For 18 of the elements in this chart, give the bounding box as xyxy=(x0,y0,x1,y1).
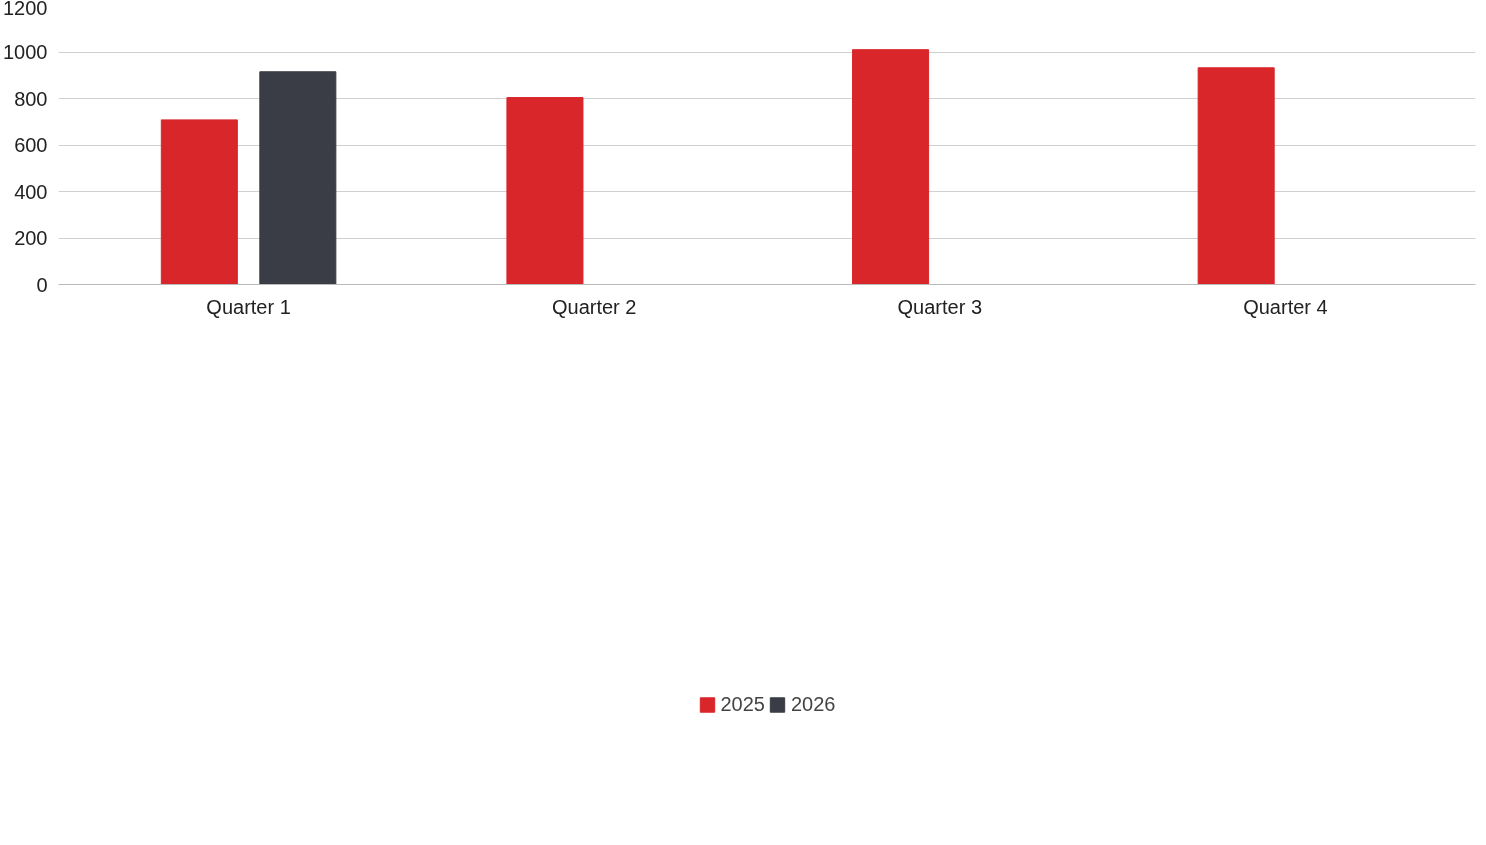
y-tick-label: 800 xyxy=(14,87,48,110)
y-tick-label: 400 xyxy=(14,180,48,203)
y-tick-label: 200 xyxy=(14,227,48,249)
legend-label: 2025 xyxy=(720,692,765,716)
y-tick-label: 1200 xyxy=(3,0,48,19)
bar xyxy=(506,97,584,285)
x-tick-label: Quarter 2 xyxy=(551,295,637,318)
y-tick-label: 600 xyxy=(14,134,48,156)
y-tick-label: 1000 xyxy=(3,41,48,63)
y-tick-label: 0 xyxy=(36,273,48,296)
x-tick-label: Quarter 4 xyxy=(1243,295,1328,318)
bar xyxy=(852,49,930,285)
x-tick-label: Quarter 1 xyxy=(206,295,291,318)
bar xyxy=(1197,67,1275,285)
bar xyxy=(160,119,238,285)
bar xyxy=(259,71,337,285)
x-tick-label: Quarter 3 xyxy=(897,295,983,318)
legend-label: 2026 xyxy=(791,692,836,716)
